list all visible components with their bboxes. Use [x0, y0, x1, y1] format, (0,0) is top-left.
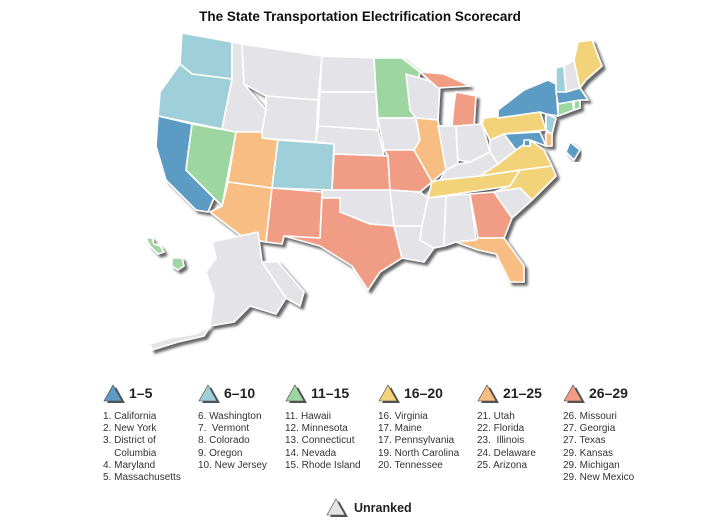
legend-state-item: 6. Washington [198, 411, 262, 422]
state-alaska-aleutians[interactable] [149, 325, 211, 351]
state-district-of-columbia[interactable] [523, 139, 531, 147]
legend-state-item: 14. Nevada [285, 447, 337, 459]
legend-state-item: 1. California [103, 411, 157, 422]
unranked-triangle-icon [326, 498, 348, 518]
state-hawaii-islets[interactable] [145, 237, 165, 255]
legend-state-list: 16. Virginia 17. Maine 17. Pennsylvania 19.… [378, 411, 459, 472]
legend-state-item: 3. District of [103, 435, 156, 447]
legend-tier-label: 6–10 [224, 385, 256, 401]
map-title: The State Transportation Electrification… [199, 9, 521, 24]
legend-state-item: 13. Connecticut [285, 435, 355, 447]
legend-state-item: 25. Arizona [477, 459, 528, 471]
state-texas[interactable] [283, 197, 403, 291]
state-new-jersey[interactable] [545, 113, 557, 135]
state-utah[interactable] [227, 131, 279, 189]
legend-state-list: 1. California 2. New York 3. District of C… [103, 411, 181, 484]
legend-state-item: 24. Delaware [477, 447, 536, 459]
legend-group-3: 11–15 11. Hawaii 12. Minnesota 13. Connecti… [285, 383, 361, 472]
legend-state-item: 10. New Jersey [198, 459, 267, 471]
legend-state-item: 21. Utah [477, 411, 515, 422]
state-maine[interactable] [573, 39, 603, 89]
legend-state-item: Columbia [103, 447, 157, 459]
legend-triangle-icon [477, 384, 499, 403]
legend-state-item: 11. Hawaii [285, 411, 331, 422]
legend-state-item: 29. Kansas [563, 447, 614, 459]
state-michigan-upper[interactable] [419, 71, 471, 89]
legend-triangle-icon [285, 384, 307, 403]
state-new-york[interactable] [497, 79, 559, 119]
legend-tier-label: 26–29 [589, 385, 628, 401]
state-alaska-panhandle[interactable] [261, 261, 305, 307]
legend-state-item: 7. Vermont [198, 423, 250, 435]
legend-state-item: 15. Rhode Island [285, 459, 361, 471]
legend-tier-label: 21–25 [503, 385, 542, 401]
dc-callout[interactable] [565, 141, 581, 161]
legend-state-item: 27. Georgia [563, 423, 616, 435]
legend-state-item: 4. Maryland [103, 459, 156, 471]
state-florida[interactable] [455, 237, 525, 283]
legend-state-item: 27. Texas [563, 435, 606, 447]
legend-state-item: 5. Massachusetts [103, 472, 181, 484]
legend-state-list: 6. Washington 7. Vermont 8. Colorado 9. Ore… [198, 411, 267, 472]
state-montana[interactable] [241, 43, 323, 101]
legend-unranked: Unranked [326, 498, 412, 518]
legend-group-1: 1–5 1. California 2. New York 3. District o… [103, 383, 181, 484]
legend-group-5: 21–25 21. Utah 22. Florida 23. Illinois 24. … [477, 383, 542, 472]
state-alaska[interactable] [205, 231, 287, 327]
state-south-dakota[interactable] [317, 91, 379, 131]
legend-state-item: 17. Pennsylvania [378, 435, 455, 447]
legend-state-item: 9. Oregon [198, 447, 243, 459]
legend-state-item: 19. North Carolina [378, 447, 460, 459]
legend-triangle-icon [378, 384, 400, 403]
legend-triangle-icon [103, 384, 125, 403]
legend-state-item: 12. Minnesota [285, 423, 348, 435]
legend-state-item: 20. Tennessee [378, 459, 443, 471]
legend-group-2: 6–10 6. Washington 7. Vermont 8. Colorado 9.… [198, 383, 267, 472]
legend-tier-label: 16–20 [404, 385, 443, 401]
legend-state-item: 17. Maine [378, 423, 422, 435]
legend-state-item: 2. New York [103, 423, 157, 435]
legend-group-4: 16–20 16. Virginia 17. Maine 17. Pennsylvan… [378, 383, 459, 472]
unranked-label: Unranked [354, 501, 412, 515]
state-colorado[interactable] [271, 139, 335, 191]
legend-tier-label: 1–5 [129, 385, 153, 401]
legend-state-item: 16. Virginia [378, 411, 428, 422]
legend-state-item: 29. New Mexico [563, 472, 635, 484]
legend-tier-label: 11–15 [311, 385, 350, 401]
state-michigan[interactable] [451, 91, 477, 129]
legend-triangle-icon [563, 384, 585, 403]
legend-group-6: 26–29 26. Missouri 27. Georgia 27. Texas 29.… [563, 383, 634, 484]
legend-state-item: 26. Missouri [563, 411, 617, 422]
state-wyoming[interactable] [261, 95, 319, 143]
state-kansas[interactable] [331, 153, 391, 191]
state-hawaii[interactable] [171, 257, 185, 271]
legend-state-item: 22. Florida [477, 423, 525, 435]
legend-state-list: 11. Hawaii 12. Minnesota 13. Connecticut 14… [285, 411, 361, 472]
legend-state-list: 26. Missouri 27. Georgia 27. Texas 29. Kans… [563, 411, 634, 484]
state-iowa[interactable] [377, 117, 421, 151]
legend-state-list: 21. Utah 22. Florida 23. Illinois 24. Delaw… [477, 411, 542, 472]
legend-state-item: 8. Colorado [198, 435, 250, 447]
legend-state-item: 23. Illinois [477, 435, 525, 447]
state-arkansas[interactable] [389, 189, 429, 227]
state-north-dakota[interactable] [319, 55, 377, 93]
legend-triangle-icon [198, 384, 220, 403]
state-new-mexico[interactable] [265, 187, 323, 245]
legend-state-item: 29. Michigan [563, 459, 620, 471]
